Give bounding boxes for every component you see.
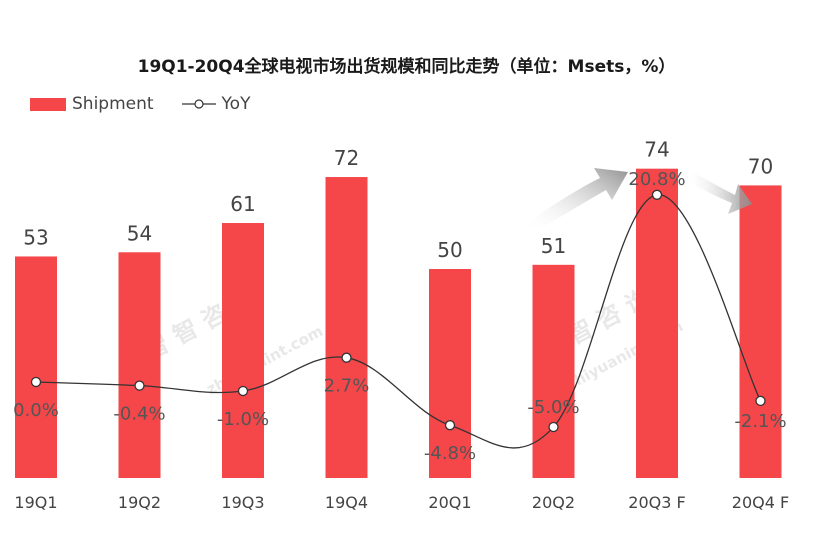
- category-label: 20Q1: [428, 493, 471, 512]
- shipment-value-label: 74: [644, 138, 669, 162]
- legend-item-yoy: YoY: [181, 94, 251, 114]
- legend-label-yoy: YoY: [221, 94, 251, 114]
- yoy-value-label: -4.8%: [424, 443, 476, 464]
- shipment-bar-19q2: [118, 252, 161, 478]
- shipment-value-label: 50: [437, 238, 462, 262]
- category-label: 20Q3 F: [628, 493, 685, 512]
- legend-label-shipment: Shipment: [72, 94, 154, 114]
- yoy-point: [134, 380, 145, 391]
- yoy-value-label: -2.1%: [734, 411, 786, 432]
- yoy-value-label: -0.4%: [113, 404, 165, 425]
- yoy-point: [30, 376, 42, 388]
- category-label: 19Q2: [118, 493, 161, 512]
- yoy-point: [237, 385, 249, 397]
- yoy-value-label: 20.8%: [628, 169, 685, 190]
- yoy-value-label: 0.0%: [13, 400, 59, 421]
- shipment-value-label: 70: [748, 154, 773, 178]
- yoy-value-label: -1.0%: [217, 409, 269, 430]
- category-label: 20Q2: [532, 493, 575, 512]
- shipment-value-label: 54: [127, 221, 152, 245]
- yoy-point: [651, 189, 663, 200]
- category-label: 19Q1: [14, 493, 57, 512]
- category-label: 19Q3: [221, 493, 264, 512]
- shipment-value-label: 72: [334, 146, 359, 170]
- watermark-url: zhiyuanint.com: [203, 322, 326, 399]
- shipment-value-label: 53: [23, 225, 48, 249]
- legend-swatch-yoy: [181, 99, 216, 109]
- chart-title: 19Q1-20Q4全球电视市场出货规模和同比走势（单位：Msets，%）: [137, 57, 676, 77]
- trend-arrow-down: [685, 170, 752, 214]
- category-label: 19Q4: [325, 493, 368, 512]
- legend-swatch-shipment: [30, 97, 66, 111]
- legend: Shipment YoY: [30, 92, 278, 116]
- shipment-bar-19q3: [222, 223, 264, 478]
- yoy-point: [341, 352, 352, 363]
- legend-item-shipment: Shipment: [30, 94, 154, 114]
- shipment-bar-20q3-f: [636, 168, 678, 478]
- category-label: 20Q4 F: [732, 493, 789, 512]
- shipment-bar-20q4-f: [739, 185, 782, 478]
- shipment-value-label: 61: [230, 192, 255, 216]
- trend-arrow-up: [528, 168, 628, 232]
- yoy-point: [755, 395, 766, 407]
- shipment-bar-20q2: [532, 264, 575, 478]
- shipment-bar-19q1: [15, 256, 57, 478]
- shipment-bar-19q4: [325, 177, 368, 479]
- yoy-point: [548, 421, 559, 433]
- yoy-value-label: -5.0%: [527, 397, 579, 418]
- yoy-point: [444, 420, 456, 431]
- shipment-value-label: 51: [541, 234, 566, 258]
- shipment-bar-20q1: [429, 269, 471, 478]
- yoy-value-label: 2.7%: [324, 376, 370, 397]
